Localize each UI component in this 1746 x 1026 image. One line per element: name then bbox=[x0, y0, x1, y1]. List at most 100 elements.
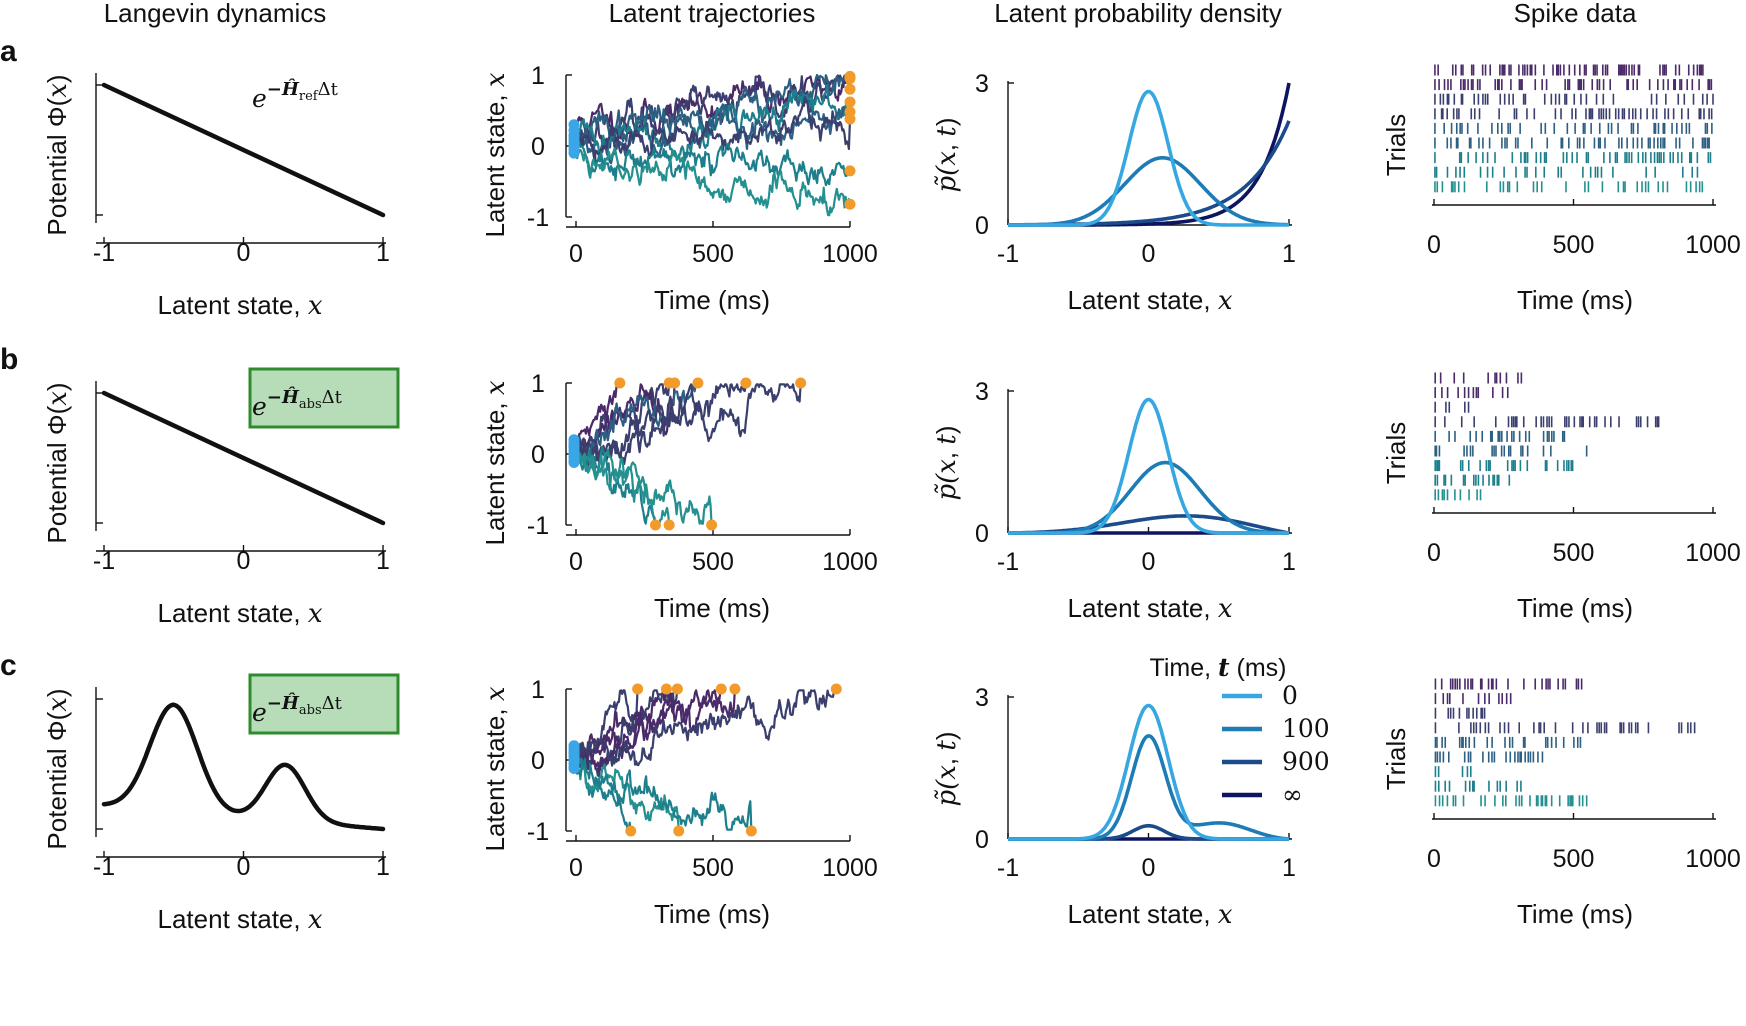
x-axis-label-part: x bbox=[1218, 286, 1233, 316]
x-axis-label-part: Latent state, bbox=[1068, 899, 1218, 929]
x-axis-label-part: Latent state, bbox=[1068, 593, 1218, 623]
x-tick-label: -1 bbox=[93, 547, 115, 575]
legend-entry: 0 bbox=[1282, 681, 1298, 710]
density-legend: Time, t (ms)0 100 900 ∞ bbox=[1149, 653, 1329, 809]
y-tick-label: 3 bbox=[975, 684, 989, 712]
formula: e−ĤabsΔt bbox=[248, 367, 400, 429]
trajectory-line bbox=[574, 758, 753, 832]
formula-sub: abs bbox=[299, 397, 322, 412]
start-point bbox=[568, 439, 580, 451]
formula-text: e−ĤabsΔt bbox=[252, 691, 343, 727]
x-axis-label: Latent state, x bbox=[158, 598, 323, 629]
x-tick-label: 500 bbox=[1553, 539, 1595, 567]
x-tick-label: 500 bbox=[1553, 231, 1595, 259]
x-axis-label: Time (ms) bbox=[1517, 285, 1633, 315]
formula-exp: −Ĥ bbox=[267, 691, 300, 714]
y-axis-label: Latent state, x bbox=[480, 686, 511, 851]
trajectory-line bbox=[574, 446, 657, 526]
x-axis-label: Time (ms) bbox=[654, 899, 770, 929]
y-axis-label: Latent state, x bbox=[480, 72, 511, 237]
x-axis-label-part: Time (ms) bbox=[654, 593, 770, 623]
legend-title-part: (ms) bbox=[1230, 654, 1287, 682]
formula-exp: −Ĥ bbox=[267, 385, 300, 408]
x-tick-label: 1000 bbox=[822, 240, 878, 268]
y-axis-label-part: Trials bbox=[1381, 728, 1411, 791]
x-tick-label: 1000 bbox=[822, 548, 878, 576]
formula-text: e−ĤabsΔt bbox=[252, 385, 343, 421]
x-axis-label: Latent state, x bbox=[158, 290, 323, 321]
x-axis-label-part: Latent state, bbox=[158, 904, 308, 934]
y-tick-label: 0 bbox=[975, 212, 989, 240]
potential-curve bbox=[101, 702, 386, 832]
end-point bbox=[745, 825, 757, 837]
x-tick-label: 1 bbox=[376, 853, 390, 881]
raster-panel: 0 500 1000 Time (ms) Trials bbox=[1381, 678, 1741, 929]
y-tick-label: 0 bbox=[531, 747, 545, 775]
x-axis-label-part: Time (ms) bbox=[1517, 285, 1633, 315]
trajectory-line bbox=[574, 688, 723, 772]
y-tick-label: 0 bbox=[975, 826, 989, 854]
formula-box bbox=[248, 673, 400, 735]
y-axis-label-part: x bbox=[481, 380, 511, 395]
y-axis-label-part: x bbox=[43, 697, 73, 712]
x-tick-label: 0 bbox=[237, 853, 251, 881]
y-axis-label-part: x bbox=[932, 459, 962, 474]
y-axis-label: Trials bbox=[1381, 728, 1411, 791]
y-axis-label: Trials bbox=[1381, 422, 1411, 485]
end-point bbox=[844, 198, 856, 210]
y-axis-label-part: x bbox=[932, 151, 962, 166]
x-axis-label-part: Time (ms) bbox=[1517, 899, 1633, 929]
y-tick-label: 0 bbox=[975, 520, 989, 548]
x-axis-label-part: Time (ms) bbox=[654, 899, 770, 929]
y-axis-label-part: x bbox=[43, 83, 73, 98]
y-tick-label: 0 bbox=[531, 441, 545, 469]
x-axis-label-part: Latent state, bbox=[1068, 285, 1218, 315]
x-tick-label: 500 bbox=[692, 240, 734, 268]
y-axis-label-part: Potential bbox=[42, 127, 72, 235]
end-point bbox=[715, 683, 727, 695]
column-title-trajectories: Latent trajectories bbox=[609, 0, 816, 28]
x-tick-label: 1000 bbox=[1685, 539, 1741, 567]
formula-base: e bbox=[252, 84, 267, 113]
end-point bbox=[844, 70, 856, 82]
y-axis-label-part: Φ( bbox=[42, 97, 72, 127]
density-curve-0 bbox=[1007, 703, 1290, 841]
trajectory-line bbox=[574, 382, 621, 449]
y-tick-label: 1 bbox=[531, 370, 545, 398]
trajectory-line bbox=[574, 382, 802, 468]
legend-entry: 900 bbox=[1282, 747, 1330, 776]
x-tick-label: 1000 bbox=[1685, 845, 1741, 873]
trajectory-panel: -1 0 1 0 500 1000 Time (ms) Latent state, x bbox=[480, 676, 878, 929]
formula-sub: ref bbox=[299, 89, 319, 104]
x-tick-label: 1 bbox=[376, 547, 390, 575]
y-axis-label: Potential Φ(x) bbox=[42, 688, 73, 849]
y-axis-label-part: Latent state, bbox=[480, 395, 510, 545]
y-axis-label-part: Latent state, bbox=[480, 87, 510, 237]
y-tick-label: -1 bbox=[527, 512, 549, 540]
y-axis-label: p̃(x, t) bbox=[931, 117, 962, 192]
x-tick-label: 0 bbox=[237, 547, 251, 575]
end-point bbox=[830, 683, 842, 695]
column-titles: Langevin dynamics Latent trajectories La… bbox=[104, 0, 1637, 28]
y-tick-label: 3 bbox=[975, 378, 989, 406]
x-tick-label: 0 bbox=[569, 854, 583, 882]
end-point bbox=[706, 519, 718, 531]
formula-tail: Δt bbox=[322, 387, 343, 408]
y-tick-label: -1 bbox=[527, 818, 549, 846]
trajectory-line bbox=[574, 147, 852, 217]
column-title-density: Latent probability density bbox=[994, 0, 1282, 28]
y-axis-label-part: Potential bbox=[42, 741, 72, 849]
y-axis-label-part: Φ( bbox=[42, 711, 72, 741]
end-point bbox=[692, 377, 704, 389]
x-axis-label-part: x bbox=[308, 599, 323, 629]
formula-box bbox=[248, 367, 400, 429]
end-point bbox=[614, 377, 626, 389]
trajectory-panel: -1 0 1 0 500 1000 Time (ms) Latent state, x bbox=[480, 62, 878, 315]
start-point bbox=[568, 747, 580, 759]
